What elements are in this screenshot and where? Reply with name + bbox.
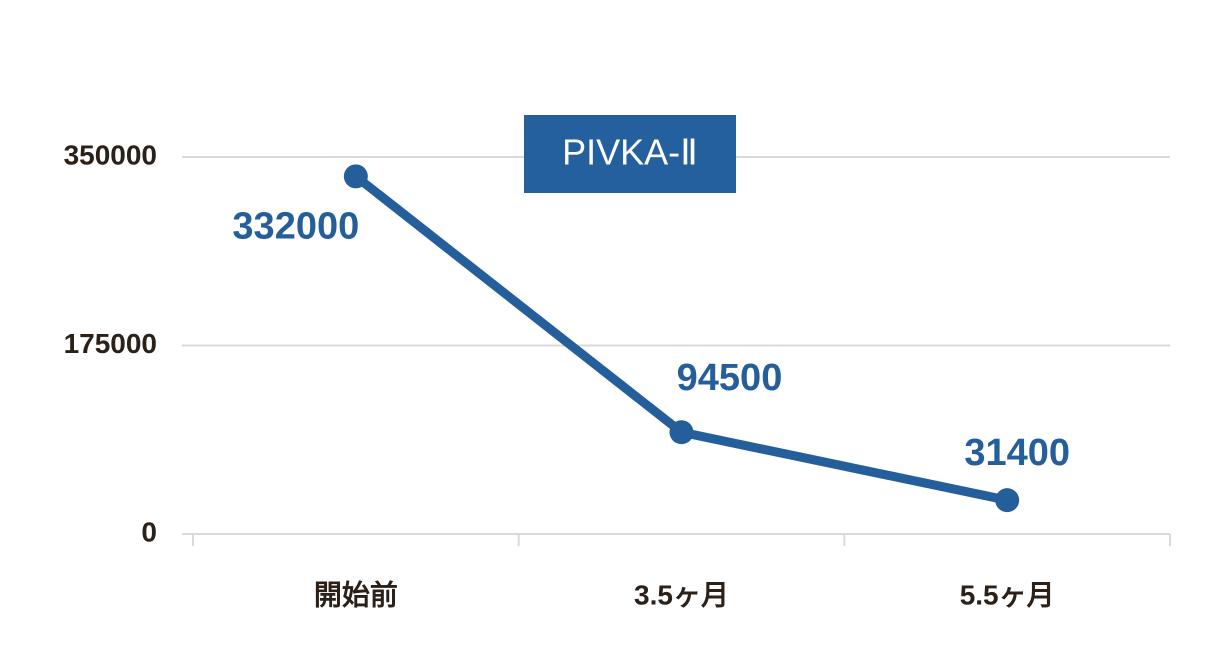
value-label: 31400 bbox=[964, 432, 1070, 474]
point bbox=[995, 488, 1020, 513]
x-tick-label: 5.5ヶ月 bbox=[960, 579, 1055, 610]
point bbox=[669, 420, 694, 445]
y-tick-label: 175000 bbox=[64, 328, 157, 359]
point bbox=[343, 164, 368, 189]
chart-title: PIVKA-Ⅱ bbox=[562, 132, 698, 173]
y-tick-label: 350000 bbox=[64, 139, 157, 170]
x-tick-label: 開始前 bbox=[314, 578, 398, 610]
value-label: 94500 bbox=[677, 357, 783, 399]
y-tick-label: 0 bbox=[141, 516, 157, 547]
value-label: 332000 bbox=[232, 205, 359, 247]
line bbox=[353, 172, 1009, 505]
title-box bbox=[524, 115, 736, 193]
x-tick-label: 3.5ヶ月 bbox=[634, 579, 729, 610]
